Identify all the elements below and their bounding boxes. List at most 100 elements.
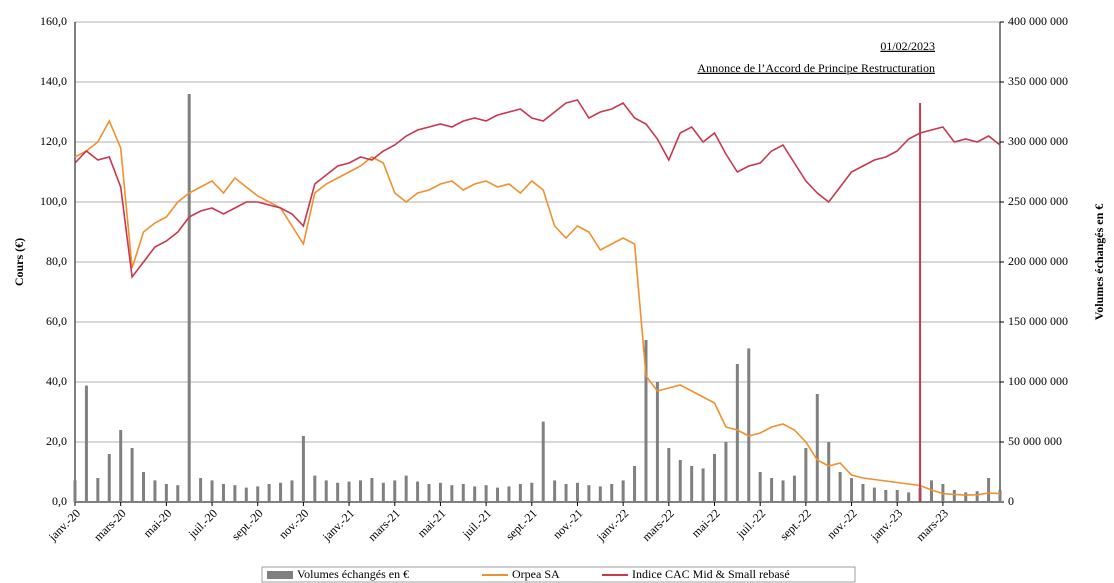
volume-bar — [279, 482, 283, 502]
volume-bar — [724, 442, 728, 502]
x-tick-label: mars-20 — [91, 506, 129, 544]
volume-bar — [518, 484, 522, 502]
volume-bar — [347, 481, 351, 502]
volume-bar — [107, 454, 111, 502]
volume-bar — [998, 490, 1002, 502]
volume-bar — [142, 472, 146, 502]
y2-tick-label: 200 000 000 — [1008, 254, 1068, 268]
volume-bar — [713, 454, 717, 502]
volume-bar — [564, 484, 568, 502]
volume-bar — [678, 460, 682, 502]
volume-bar — [164, 484, 168, 502]
y2-tick-label: 350 000 000 — [1008, 74, 1068, 88]
volume-bar — [130, 448, 134, 502]
volume-bar — [964, 492, 968, 502]
volume-bar — [187, 94, 191, 502]
y-tick-label: 160,0 — [40, 14, 67, 28]
y-tick-label: 60,0 — [46, 314, 67, 328]
volume-bar — [450, 485, 454, 502]
volume-bar — [633, 466, 637, 502]
volume-bar — [84, 385, 88, 502]
volume-bar — [96, 478, 100, 502]
x-tick-label: mai-22 — [689, 506, 723, 540]
legend-swatch — [267, 571, 293, 579]
volume-bar — [621, 480, 625, 502]
volume-bar — [667, 448, 671, 502]
y-tick-label: 80,0 — [46, 254, 67, 268]
volume-bar — [644, 340, 648, 502]
y-axis-label: Cours (€) — [12, 238, 26, 286]
volume-bar — [804, 448, 808, 502]
volume-bar — [381, 482, 385, 502]
volume-bar — [701, 468, 705, 502]
volume-bar — [872, 487, 876, 502]
x-tick-label: sept.-20 — [229, 506, 266, 543]
volume-bar — [427, 484, 431, 502]
volume-bar — [256, 486, 260, 502]
annotation-date: 01/02/2023 — [880, 39, 935, 53]
volume-bar — [895, 490, 899, 502]
volume-bar — [507, 486, 511, 502]
volume-bar — [553, 480, 557, 502]
x-tick-label: janv.-21 — [319, 506, 357, 544]
volume-bar — [267, 484, 271, 502]
y2-tick-label: 0 — [1008, 494, 1014, 508]
volume-bar — [336, 482, 340, 502]
y2-tick-label: 50 000 000 — [1008, 434, 1062, 448]
volume-bar — [598, 486, 602, 502]
volume-bar — [747, 348, 751, 502]
volume-bar — [301, 436, 305, 502]
y2-tick-label: 300 000 000 — [1008, 134, 1068, 148]
y2-axis-label: Volumes échangés en € — [1092, 204, 1106, 321]
volume-bar — [792, 475, 796, 502]
volume-bar — [484, 485, 488, 502]
legend-label: Orpea SA — [512, 567, 560, 581]
volume-bar — [313, 475, 317, 502]
x-tick-label: nov.-22 — [824, 506, 860, 542]
x-tick-label: mai-21 — [415, 506, 449, 540]
volume-bar — [119, 430, 123, 502]
x-tick-label: sept.-21 — [503, 506, 540, 543]
volume-bar — [210, 480, 214, 502]
y2-tick-label: 100 000 000 — [1008, 374, 1068, 388]
volume-bar — [473, 486, 477, 502]
volume-bar — [176, 485, 180, 502]
volume-bar — [358, 480, 362, 502]
volume-bar — [758, 472, 762, 502]
legend-label: Indice CAC Mid & Small rebasé — [632, 567, 790, 581]
volume-bar — [827, 442, 831, 502]
x-tick-label: mars-22 — [639, 506, 677, 544]
legend-box — [261, 566, 856, 583]
volume-bar — [655, 382, 659, 502]
volume-bar — [541, 421, 545, 502]
x-tick-label: juil.-21 — [459, 506, 494, 541]
volume-bar — [815, 394, 819, 502]
volume-bar — [587, 485, 591, 502]
y-tick-label: 40,0 — [46, 374, 67, 388]
volume-bar — [575, 482, 579, 502]
volume-bar — [438, 482, 442, 502]
volume-bar — [987, 478, 991, 502]
y2-tick-label: 150 000 000 — [1008, 314, 1068, 328]
volume-bar — [907, 492, 911, 502]
volume-bar — [952, 490, 956, 502]
volume-bar — [393, 480, 397, 502]
x-tick-label: nov.-21 — [550, 506, 586, 542]
x-tick-label: juil.-20 — [185, 506, 220, 541]
y-tick-label: 20,0 — [46, 434, 67, 448]
volume-bar — [496, 487, 500, 502]
y-tick-label: 0,0 — [52, 494, 67, 508]
volume-bar — [370, 478, 374, 502]
volume-bar — [461, 484, 465, 502]
x-tick-label: mai-20 — [140, 506, 174, 540]
line-series — [74, 99, 1001, 280]
volume-bar — [199, 478, 203, 502]
volume-bar — [781, 480, 785, 502]
volume-bar — [770, 478, 774, 502]
y-tick-label: 100,0 — [40, 194, 67, 208]
volume-bar — [324, 480, 328, 502]
volume-bar — [73, 480, 77, 502]
volume-bar — [244, 487, 248, 502]
volume-bar — [221, 484, 225, 502]
